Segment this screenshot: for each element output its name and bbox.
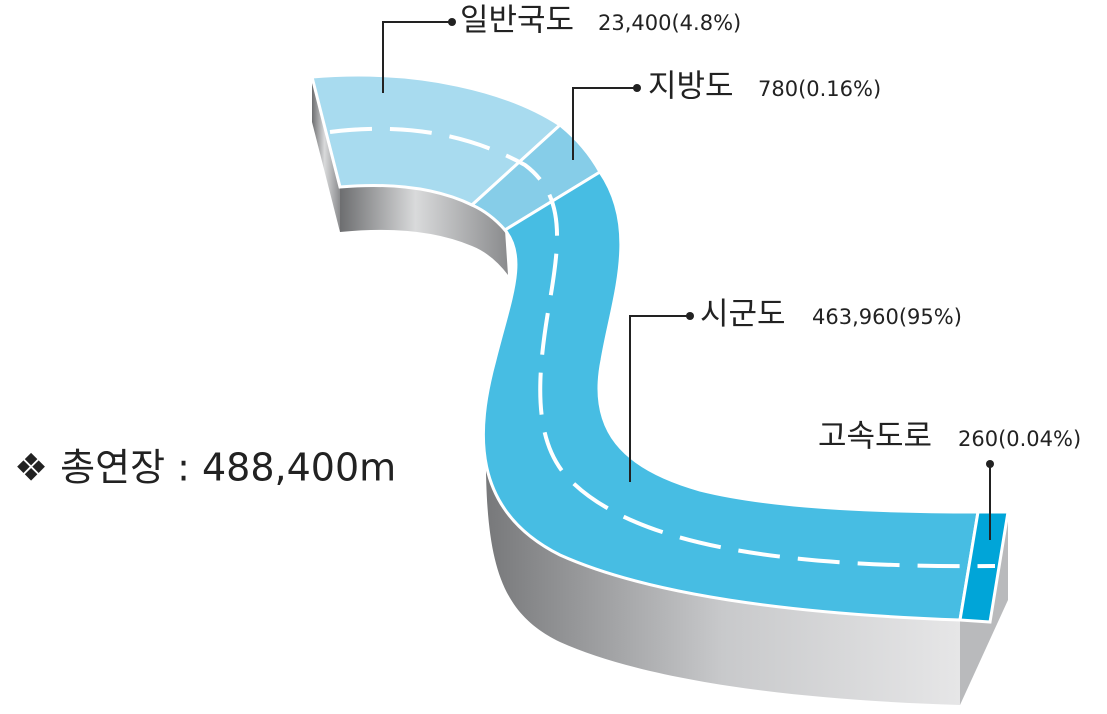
road-name: 시군도 (700, 297, 786, 333)
leader-dot (686, 312, 694, 320)
road-name: 고속도로 (818, 419, 932, 455)
road-national (310, 73, 563, 207)
leader-line (382, 21, 452, 93)
road-name: 일반국도 (460, 3, 574, 39)
road-wall (312, 77, 340, 232)
center-line (329, 126, 996, 569)
road-value: 463,960(95%) (812, 305, 962, 329)
leader-dot (448, 18, 456, 26)
road-name: 지방도 (648, 69, 734, 105)
road-wall (340, 185, 508, 275)
road-value: 23,400(4.8%) (598, 11, 741, 35)
total-length: ❖ 총연장 : 488,400m (14, 446, 396, 490)
leader-dot (633, 84, 641, 92)
road-municipal (481, 169, 980, 622)
leader-dot (986, 460, 994, 468)
road-wall (485, 430, 960, 705)
road-value: 260(0.04%) (958, 427, 1081, 451)
road-value: 780(0.16%) (758, 77, 881, 101)
leader-line (572, 87, 637, 160)
leader-line (629, 315, 690, 482)
